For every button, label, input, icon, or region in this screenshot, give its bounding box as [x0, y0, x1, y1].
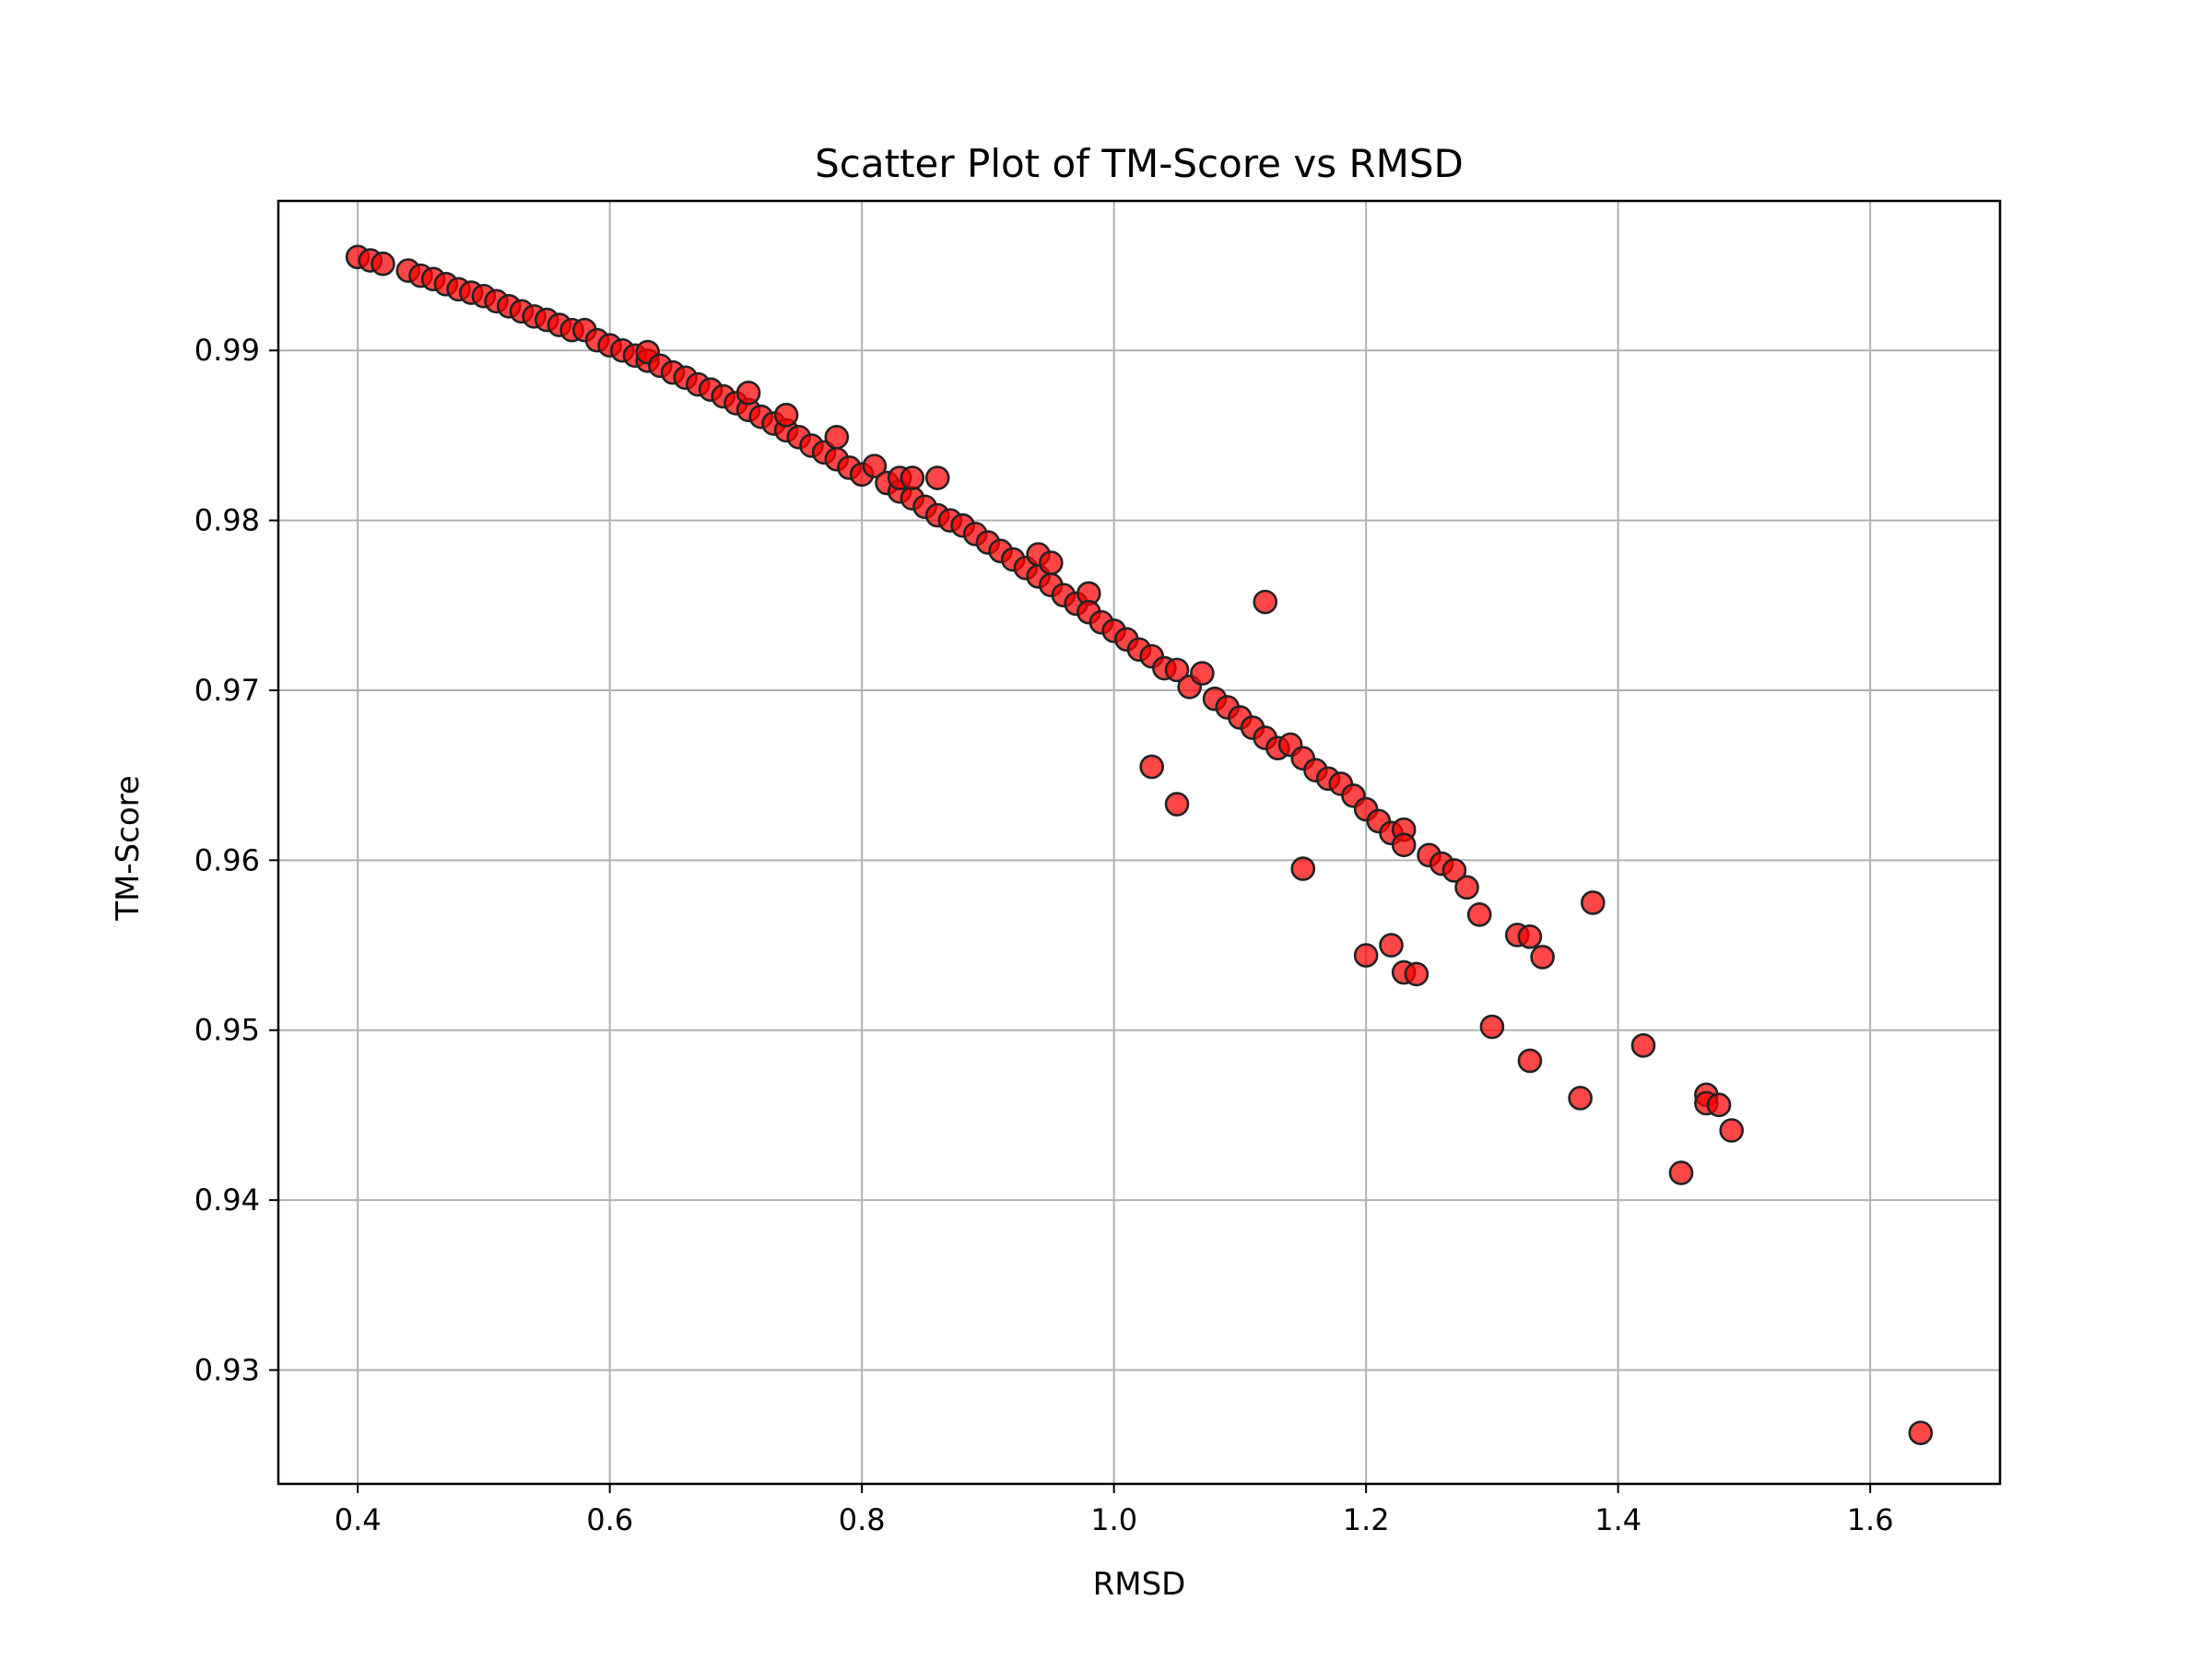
data-point: [1454, 875, 1479, 900]
data-point: [1517, 924, 1543, 949]
data-point: [1404, 961, 1430, 987]
data-point: [1908, 1420, 1934, 1445]
x-tick-label: 1.4: [1594, 1502, 1641, 1537]
x-tick-label: 0.4: [335, 1502, 382, 1537]
data-point: [773, 403, 799, 428]
data-point: [1630, 1033, 1656, 1058]
y-tick-label: 0.94: [194, 1182, 260, 1218]
grid-lines: [278, 201, 2000, 1484]
x-tick-label: 0.8: [839, 1502, 886, 1537]
data-point: [862, 453, 888, 478]
data-point: [1580, 890, 1606, 915]
data-point: [1353, 943, 1379, 968]
x-axis-ticks: 0.4 0.6 0.8 1.0 1.2 1.4 1.6: [335, 1484, 1894, 1537]
y-tick-label: 0.96: [194, 842, 260, 877]
data-point: [1379, 933, 1404, 958]
y-axis-label: TM-Score: [110, 775, 147, 922]
data-point: [824, 424, 850, 450]
data-point: [1038, 550, 1064, 576]
y-tick-label: 0.99: [194, 333, 260, 368]
data-point: [1441, 858, 1467, 883]
y-tick-label: 0.97: [194, 673, 260, 708]
data-point: [1517, 1048, 1543, 1074]
data-point: [1719, 1118, 1745, 1143]
x-tick-label: 1.2: [1343, 1502, 1390, 1537]
data-point: [1164, 657, 1190, 683]
y-tick-label: 0.98: [194, 503, 260, 538]
plot-frame: [276, 199, 2002, 1486]
data-point: [735, 381, 761, 406]
y-axis-ticks: 0.93 0.94 0.95 0.96 0.97 0.98 0.99: [194, 333, 278, 1387]
data-point: [924, 465, 950, 490]
x-axis-label: RMSD: [1093, 1566, 1186, 1603]
data-point: [1530, 945, 1555, 970]
data-point: [1290, 856, 1316, 881]
y-tick-label: 0.95: [194, 1013, 260, 1048]
data-point: [1139, 754, 1164, 780]
data-point: [1668, 1160, 1694, 1185]
data-point: [1706, 1092, 1732, 1118]
data-point: [900, 465, 925, 490]
data-point: [1568, 1086, 1593, 1111]
data-point: [1253, 589, 1278, 615]
data-point: [371, 251, 395, 276]
x-tick-label: 1.6: [1847, 1502, 1894, 1537]
chart-title: Scatter Plot of TM-Score vs RMSD: [815, 141, 1464, 186]
data-point: [1190, 661, 1215, 686]
scatter-points: [345, 244, 1934, 1445]
x-tick-label: 1.0: [1090, 1502, 1137, 1537]
data-point: [1164, 792, 1190, 817]
y-tick-label: 0.93: [194, 1352, 260, 1387]
data-point: [1466, 902, 1492, 927]
x-tick-label: 0.6: [586, 1502, 633, 1537]
data-point: [1391, 832, 1417, 858]
data-point: [1479, 1014, 1505, 1040]
